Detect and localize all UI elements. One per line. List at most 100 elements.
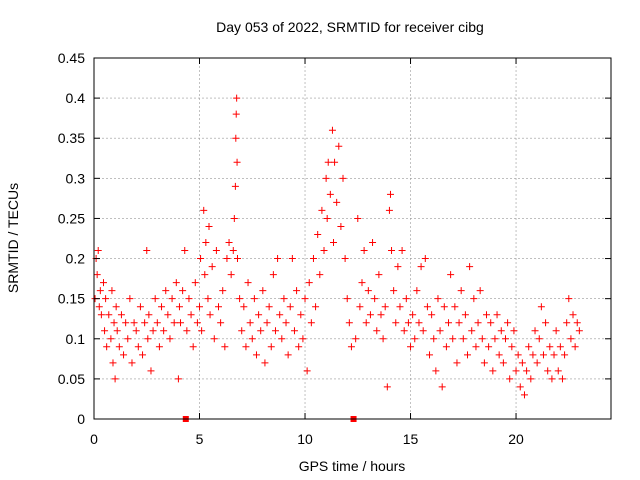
data-point: [101, 327, 109, 335]
data-point: [324, 158, 332, 166]
data-point: [242, 343, 250, 351]
data-point: [411, 335, 419, 343]
data-point: [113, 327, 121, 335]
data-point: [139, 351, 147, 359]
data-point: [320, 247, 328, 255]
data-point: [305, 279, 313, 287]
data-point: [128, 359, 136, 367]
data-point: [527, 375, 535, 383]
axis-ticks: [93, 57, 611, 420]
data-point: [257, 327, 265, 335]
data-point: [457, 287, 465, 295]
data-point: [160, 327, 168, 335]
y-tick-label: 0.4: [66, 90, 86, 106]
data-point: [478, 335, 486, 343]
data-point: [202, 239, 210, 247]
data-point: [466, 263, 474, 271]
data-point: [265, 303, 273, 311]
data-point: [377, 311, 385, 319]
data-point: [335, 142, 343, 150]
data-point: [201, 271, 209, 279]
data-point: [451, 303, 459, 311]
data-point: [508, 343, 516, 351]
data-point: [288, 255, 296, 263]
data-point: [134, 343, 142, 351]
y-tick-label: 0.3: [66, 170, 86, 186]
data-point: [314, 230, 322, 238]
data-point: [158, 303, 166, 311]
data-point: [390, 287, 398, 295]
data-point: [354, 214, 362, 222]
y-tick-label: 0: [77, 411, 85, 427]
chart-title: Day 053 of 2022, SRMTID for receiver cib…: [216, 19, 484, 35]
data-point: [198, 327, 206, 335]
data-point: [232, 134, 240, 142]
data-point: [301, 295, 309, 303]
data-point: [356, 303, 364, 311]
data-point: [290, 327, 298, 335]
data-point: [482, 311, 490, 319]
data-point: [232, 110, 240, 118]
x-tick-labels: 0 5 10 15 20: [90, 431, 524, 447]
data-point: [512, 367, 520, 375]
data-point: [230, 214, 238, 222]
data-point: [563, 319, 571, 327]
data-point: [179, 287, 187, 295]
data-point: [474, 319, 482, 327]
data-point: [200, 206, 208, 214]
data-point: [151, 295, 159, 303]
data-point: [499, 359, 507, 367]
data-point: [122, 319, 130, 327]
data-point: [93, 271, 101, 279]
data-point: [212, 247, 220, 255]
data-point: [120, 351, 128, 359]
data-point: [174, 375, 182, 383]
data-point: [381, 303, 389, 311]
data-point: [221, 343, 229, 351]
data-point: [497, 327, 505, 335]
data-point: [415, 319, 423, 327]
data-point: [423, 303, 431, 311]
data-point: [97, 311, 105, 319]
y-tick-label: 0.25: [58, 210, 85, 226]
data-point: [472, 343, 480, 351]
data-point: [170, 319, 178, 327]
y-tick-label: 0.45: [58, 50, 85, 66]
data-point: [459, 335, 467, 343]
data-point: [293, 287, 301, 295]
data-point: [95, 303, 103, 311]
data-point: [407, 343, 415, 351]
data-point: [417, 263, 425, 271]
x-tick-label: 5: [196, 431, 204, 447]
data-point: [149, 327, 157, 335]
data-point: [168, 295, 176, 303]
data-point: [246, 319, 254, 327]
data-point: [309, 255, 317, 263]
data-point: [358, 279, 366, 287]
data-point: [556, 343, 564, 351]
data-point: [404, 319, 412, 327]
data-point: [231, 182, 239, 190]
data-point: [284, 351, 292, 359]
data-point: [491, 335, 499, 343]
data-point: [124, 335, 132, 343]
data-point: [132, 327, 140, 335]
x-axis-label: GPS time / hours: [299, 458, 406, 474]
data-point: [409, 311, 417, 319]
data-point: [223, 255, 231, 263]
data-point: [347, 343, 355, 351]
y-tick-label: 0.35: [58, 130, 85, 146]
grid-lines: [94, 58, 611, 419]
data-point: [506, 375, 514, 383]
data-point: [360, 247, 368, 255]
data-point: [548, 375, 556, 383]
data-point: [518, 359, 526, 367]
data-point: [219, 287, 227, 295]
data-point: [312, 303, 320, 311]
data-point: [105, 311, 113, 319]
data-point: [164, 311, 172, 319]
data-point: [252, 351, 260, 359]
data-point: [333, 198, 341, 206]
data-point: [259, 287, 267, 295]
data-point: [571, 343, 579, 351]
